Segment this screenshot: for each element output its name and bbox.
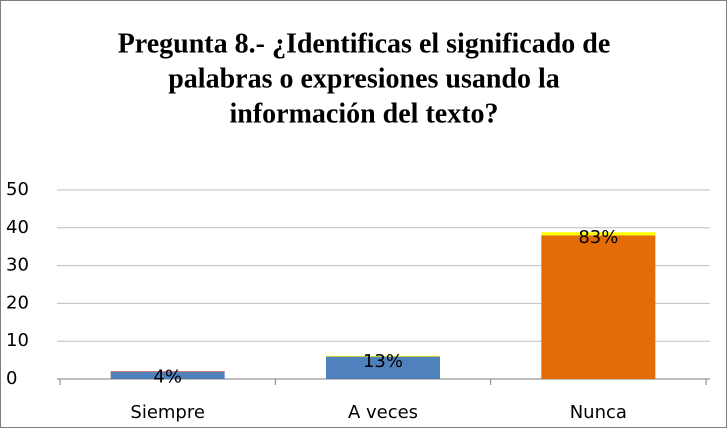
data-label: 83% (578, 227, 618, 248)
data-label: 13% (363, 351, 403, 372)
chart-title: Pregunta 8.- ¿Identificas el significado… (118, 28, 611, 59)
x-tick-label: A veces (348, 402, 418, 423)
data-label: 4% (153, 366, 182, 387)
bar-segment (541, 235, 656, 379)
bar-segment (326, 356, 440, 379)
y-tick-label: 50 (6, 179, 29, 200)
y-tick-label: 10 (6, 330, 29, 351)
bar-segment (110, 371, 225, 379)
y-tick-label: 20 (6, 292, 29, 313)
bar-segment (110, 371, 225, 373)
y-tick-label: 0 (6, 368, 17, 389)
bar-segment (541, 232, 656, 236)
bar-segment (326, 355, 440, 357)
y-tick-label: 30 (6, 255, 29, 276)
x-tick-label: Nunca (570, 402, 627, 423)
x-tick-label: Siempre (130, 402, 205, 423)
chart-title: información del texto? (229, 98, 498, 129)
y-tick-label: 40 (6, 217, 29, 238)
chart-title: palabras o expresiones usando la (168, 63, 560, 94)
